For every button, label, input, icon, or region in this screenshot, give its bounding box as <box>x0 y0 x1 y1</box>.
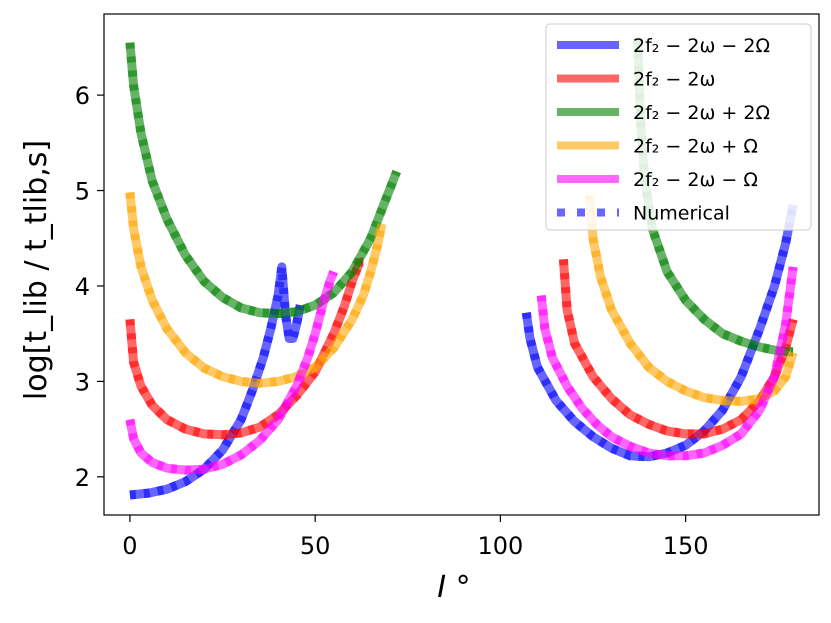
series-line-0-branch-0 <box>129 262 305 500</box>
legend-label-4: 2f₂ − 2ω − Ω <box>633 169 758 191</box>
numerical-dots-4-branch-1 <box>536 266 798 461</box>
x-tick-label: 0 <box>122 532 137 560</box>
x-tick-label: 100 <box>477 532 523 560</box>
legend: 2f₂ − 2ω − 2Ω 2f₂ − 2ω 2f₂ − 2ω + 2Ω 2f₂ − … <box>545 23 812 231</box>
legend-label-5: Numerical <box>633 203 730 225</box>
x-axis-label: I ° <box>437 570 470 605</box>
y-axis: 2 3 4 5 6 <box>75 82 104 492</box>
y-axis-label: log[t_lib / t_tlib,s] <box>19 140 54 400</box>
legend-label-0: 2f₂ − 2ω − 2Ω <box>633 35 770 57</box>
x-tick-label: 150 <box>663 532 709 560</box>
legend-label-1: 2f₂ − 2ω <box>633 69 715 91</box>
numerical-dots-1-branch-0 <box>125 257 365 440</box>
legend-label-2: 2f₂ − 2ω + 2Ω <box>633 102 770 124</box>
numerical-dots-3-branch-0 <box>125 192 387 388</box>
numerical-dots-1-branch-1 <box>558 258 798 439</box>
legend-label-3: 2f₂ − 2ω + Ω <box>633 136 758 158</box>
numerical-dots-4-branch-0 <box>125 270 338 475</box>
y-tick-label: 6 <box>75 82 90 110</box>
plot-frame <box>103 13 820 516</box>
y-tick-label: 3 <box>75 368 90 396</box>
y-tick-label: 5 <box>75 178 90 206</box>
x-axis: 0 50 100 150 <box>122 515 709 560</box>
y-tick-label: 4 <box>75 273 90 301</box>
legend-entries: 2f₂ − 2ω − 2Ω 2f₂ − 2ω 2f₂ − 2ω + 2Ω 2f₂ − … <box>557 35 770 225</box>
x-tick-label: 50 <box>300 532 331 560</box>
numerical-dots-2-branch-0 <box>125 42 401 319</box>
numerical-dots-3-branch-1 <box>584 194 798 406</box>
series-layer <box>125 37 798 500</box>
y-tick-label: 2 <box>75 464 90 492</box>
